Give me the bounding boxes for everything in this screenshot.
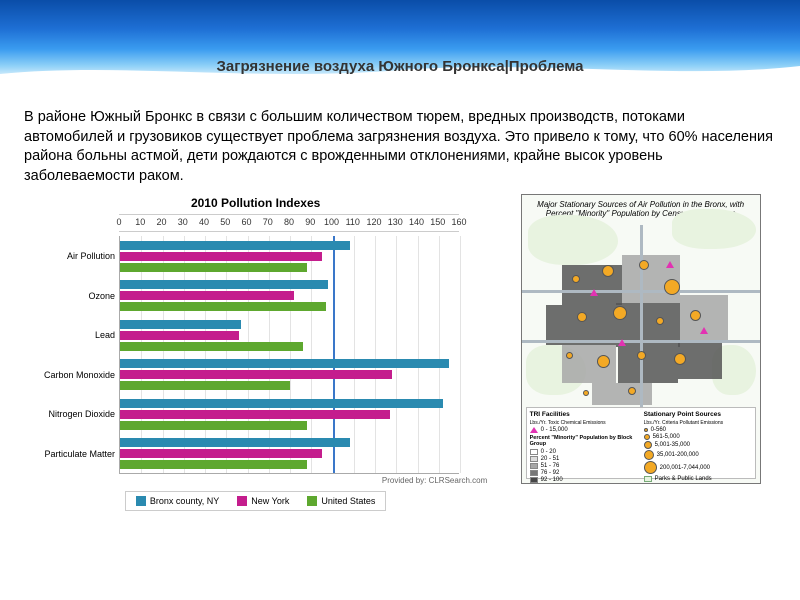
body-text: В районе Южный Бронкс в связи с большим … <box>24 108 776 186</box>
legend-item: New York <box>237 496 289 506</box>
gridline <box>460 236 461 473</box>
bar-bronx <box>120 241 350 250</box>
xaxis-tick: 70 <box>263 217 273 227</box>
map-point <box>674 353 686 365</box>
legend-label: United States <box>321 496 375 506</box>
bar-new_york <box>120 291 294 300</box>
xaxis-tick: 90 <box>305 217 315 227</box>
map-block <box>546 305 616 345</box>
xaxis-tick: 160 <box>451 217 466 227</box>
category-label: Ozone <box>27 291 115 301</box>
category-label: Air Pollution <box>27 251 115 261</box>
chart-provided-by: Provided by: CLRSearch.com <box>119 476 487 485</box>
xaxis-tick: 130 <box>388 217 403 227</box>
map-point <box>690 310 701 321</box>
category-label: Nitrogen Dioxide <box>27 409 115 419</box>
bar-us <box>120 460 307 469</box>
xaxis-tick: 60 <box>241 217 251 227</box>
map-block <box>592 383 652 405</box>
map-point <box>577 312 587 322</box>
bar-us <box>120 263 307 272</box>
map-point <box>583 390 589 396</box>
map-point <box>664 279 680 295</box>
bar-new_york <box>120 410 390 419</box>
xaxis-tick: 120 <box>366 217 381 227</box>
legend-swatch <box>237 496 247 506</box>
chart-legend: Bronx county, NY New York United States <box>125 491 386 511</box>
xaxis-tick: 30 <box>178 217 188 227</box>
legend-item: United States <box>307 496 375 506</box>
chart: 0 10 20 30 40 50 60 70 80 90 100 110 120 130 140 150 160… <box>24 214 487 511</box>
map-tri-point <box>700 327 708 334</box>
map: Major Stationary Sources of Air Pollutio… <box>521 194 761 484</box>
xaxis-tick: 40 <box>199 217 209 227</box>
legend-label: New York <box>251 496 289 506</box>
map-tri-point <box>618 339 626 346</box>
bar-bronx <box>120 320 241 329</box>
map-point <box>572 275 580 283</box>
chart-column: 2010 Pollution Indexes 0 10 20 30 40 50 60 70 80… <box>24 194 487 511</box>
map-tri-point <box>590 289 598 296</box>
chart-title: 2010 Pollution Indexes <box>24 196 487 210</box>
category-label: Carbon Monoxide <box>27 370 115 380</box>
legend-swatch <box>307 496 317 506</box>
bar-us <box>120 302 326 311</box>
slide-title: Загрязнение воздуха Южного Бронкса|Пробл… <box>0 58 800 75</box>
chart-plot: Air PollutionOzoneLeadCarbon MonoxideNit… <box>119 236 459 474</box>
category-label: Lead <box>27 330 115 340</box>
map-tri-point <box>666 261 674 268</box>
xaxis-tick: 80 <box>284 217 294 227</box>
bar-bronx <box>120 280 328 289</box>
slide: Загрязнение воздуха Южного Бронкса|Пробл… <box>0 0 800 600</box>
map-point <box>602 265 614 277</box>
bar-new_york <box>120 449 322 458</box>
chart-category: Air Pollution <box>120 236 459 276</box>
map-point <box>628 387 636 395</box>
map-road <box>640 225 643 410</box>
legend-swatch <box>136 496 146 506</box>
map-legend-column: TRI FacilitiesLbs./Yr. Toxic Chemical Em… <box>530 411 638 475</box>
legend-label: Bronx county, NY <box>150 496 219 506</box>
map-block <box>618 347 678 383</box>
map-point <box>566 352 573 359</box>
map-point <box>637 351 646 360</box>
bar-us <box>120 421 307 430</box>
chart-category: Nitrogen Dioxide <box>120 394 459 434</box>
xaxis-tick: 110 <box>346 217 360 227</box>
chart-xaxis: 0102030405060708090100110120130140150160 <box>119 214 459 232</box>
bar-new_york <box>120 331 239 340</box>
xaxis-tick: 50 <box>220 217 230 227</box>
map-point <box>597 355 610 368</box>
category-label: Particulate Matter <box>27 449 115 459</box>
map-park <box>528 215 618 265</box>
xaxis-tick: 150 <box>430 217 445 227</box>
bar-bronx <box>120 438 350 447</box>
xaxis-tick: 100 <box>324 217 339 227</box>
bar-us <box>120 381 290 390</box>
xaxis-tick: 140 <box>409 217 424 227</box>
map-block <box>680 295 728 343</box>
xaxis-tick: 10 <box>135 217 145 227</box>
chart-category: Carbon Monoxide <box>120 355 459 395</box>
xaxis-tick: 20 <box>156 217 166 227</box>
chart-category: Lead <box>120 315 459 355</box>
map-legend: TRI FacilitiesLbs./Yr. Toxic Chemical Em… <box>526 407 756 479</box>
chart-category: Ozone <box>120 276 459 316</box>
legend-item: Bronx county, NY <box>136 496 219 506</box>
map-park <box>672 209 756 249</box>
map-legend-column: Stationary Point SourcesLbs./Yr. Criteri… <box>644 411 752 475</box>
map-point <box>639 260 649 270</box>
map-point <box>613 306 627 320</box>
bar-us <box>120 342 303 351</box>
xaxis-tick: 0 <box>116 217 121 227</box>
bar-bronx <box>120 359 449 368</box>
map-column: Major Stationary Sources of Air Pollutio… <box>505 194 776 511</box>
bar-bronx <box>120 399 443 408</box>
bar-new_york <box>120 252 322 261</box>
map-point <box>656 317 664 325</box>
content-row: 2010 Pollution Indexes 0 10 20 30 40 50 60 70 80… <box>0 194 800 511</box>
bar-new_york <box>120 370 392 379</box>
chart-category: Particulate Matter <box>120 434 459 474</box>
